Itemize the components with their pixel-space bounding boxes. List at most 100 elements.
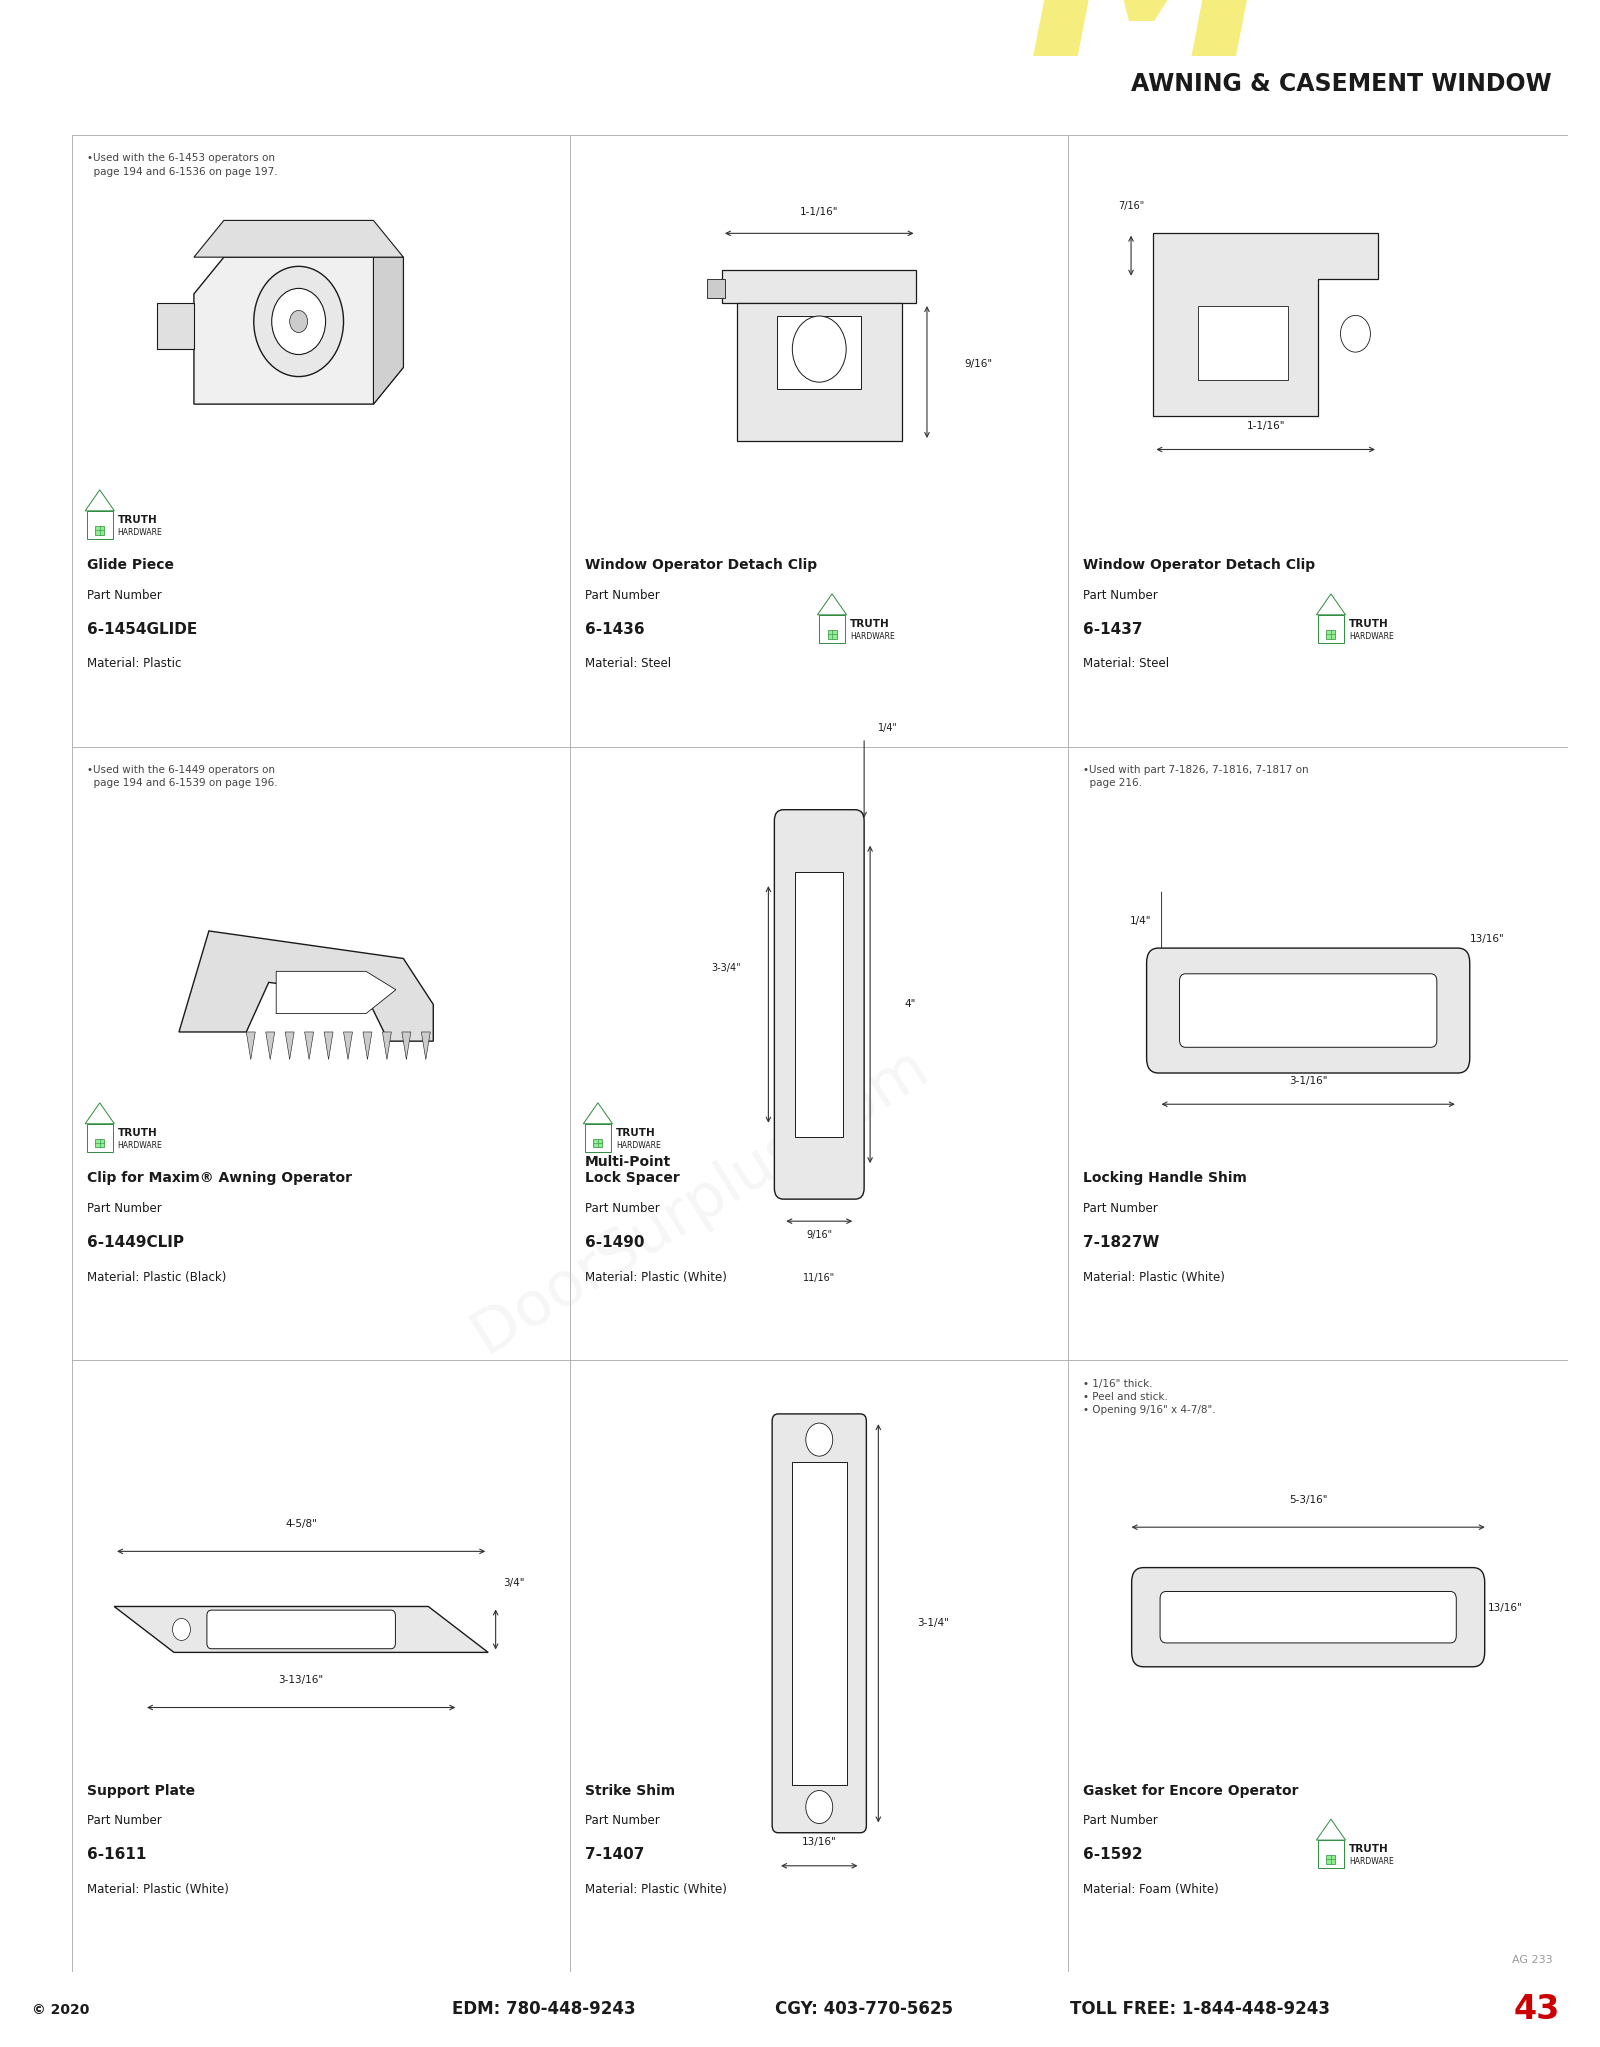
Text: Gasket for Encore Operator: Gasket for Encore Operator	[1083, 1783, 1299, 1797]
Text: •Used with part 7-1826, 7-1816, 7-1817 on
  page 216.: •Used with part 7-1826, 7-1816, 7-1817 o…	[1083, 766, 1309, 788]
Text: 6-1592: 6-1592	[1083, 1846, 1142, 1863]
Text: 3-1/4": 3-1/4"	[917, 1619, 949, 1627]
Text: Part Number: Part Number	[1083, 1202, 1158, 1214]
Bar	[722, 270, 917, 303]
Text: 6-1611: 6-1611	[86, 1846, 146, 1863]
Text: HARDWARE: HARDWARE	[616, 1140, 661, 1150]
Text: 9/16": 9/16"	[806, 1230, 832, 1240]
Text: Material: Plastic (White): Material: Plastic (White)	[1083, 1271, 1226, 1283]
Text: 5-3/16": 5-3/16"	[1290, 1494, 1328, 1505]
Text: 1/4": 1/4"	[1130, 917, 1150, 925]
Polygon shape	[363, 1032, 371, 1060]
FancyBboxPatch shape	[206, 1611, 395, 1648]
Text: Part Number: Part Number	[86, 590, 162, 602]
Polygon shape	[277, 972, 395, 1013]
Text: Window Operator Detach Clip: Window Operator Detach Clip	[1083, 559, 1315, 573]
Bar	[792, 1462, 846, 1785]
Bar	[738, 303, 901, 440]
Text: TRUTH: TRUTH	[1349, 618, 1389, 628]
Text: M: M	[1027, 0, 1277, 108]
Polygon shape	[85, 489, 114, 512]
Text: Part Number: Part Number	[86, 1202, 162, 1214]
Text: AG 233: AG 233	[1512, 1955, 1554, 1965]
Polygon shape	[818, 594, 846, 614]
FancyBboxPatch shape	[1179, 974, 1437, 1048]
Bar	[819, 614, 845, 643]
Text: Window Operator Detach Clip: Window Operator Detach Clip	[586, 559, 818, 573]
Text: Material: Steel: Material: Steel	[586, 657, 672, 669]
Text: Locking Handle Shim: Locking Handle Shim	[1083, 1171, 1246, 1185]
Text: Part Number: Part Number	[586, 1814, 659, 1828]
Text: Material: Plastic (Black): Material: Plastic (Black)	[86, 1271, 226, 1283]
Bar	[594, 1138, 602, 1148]
Text: EDM: 780-448-9243: EDM: 780-448-9243	[453, 2000, 635, 2018]
Text: Clip for Maxim® Awning Operator: Clip for Maxim® Awning Operator	[86, 1171, 352, 1185]
Text: 3/4": 3/4"	[502, 1578, 525, 1588]
Text: 1-1/16": 1-1/16"	[1246, 422, 1285, 432]
Text: HARDWARE: HARDWARE	[118, 528, 163, 536]
Text: CGY: 403-770-5625: CGY: 403-770-5625	[774, 2000, 954, 2018]
Circle shape	[1341, 315, 1371, 352]
Text: TRUTH: TRUTH	[616, 1128, 656, 1138]
Text: 1/4": 1/4"	[877, 723, 898, 733]
Text: 6-1454GLIDE: 6-1454GLIDE	[86, 622, 197, 637]
Text: 7-1827W: 7-1827W	[1083, 1234, 1160, 1251]
Polygon shape	[402, 1032, 411, 1060]
Text: 6-1449CLIP: 6-1449CLIP	[86, 1234, 184, 1251]
FancyBboxPatch shape	[773, 1414, 866, 1832]
Circle shape	[806, 1791, 832, 1824]
Bar	[1318, 1840, 1344, 1869]
Text: Multi-Point
Lock Spacer: Multi-Point Lock Spacer	[586, 1155, 680, 1185]
Text: TOLL FREE: 1-844-448-9243: TOLL FREE: 1-844-448-9243	[1070, 2000, 1330, 2018]
Polygon shape	[1154, 233, 1378, 416]
Bar	[96, 526, 104, 534]
FancyBboxPatch shape	[1147, 948, 1470, 1073]
Text: HARDWARE: HARDWARE	[118, 1140, 163, 1150]
Text: •Used with the 6-1449 operators on
  page 194 and 6-1539 on page 196.: •Used with the 6-1449 operators on page …	[86, 766, 277, 788]
Text: HARDWARE: HARDWARE	[1349, 1857, 1394, 1867]
Text: 7-1407: 7-1407	[586, 1846, 645, 1863]
Circle shape	[290, 311, 307, 332]
Text: •Used with the 6-1453 operators on
  page 194 and 6-1536 on page 197.: •Used with the 6-1453 operators on page …	[86, 154, 277, 176]
Bar	[86, 512, 112, 538]
Polygon shape	[1317, 594, 1346, 614]
Polygon shape	[266, 1032, 275, 1060]
Polygon shape	[179, 931, 434, 1042]
Text: 3-1/16": 3-1/16"	[1290, 1077, 1328, 1085]
Text: Material: Foam (White): Material: Foam (White)	[1083, 1883, 1219, 1896]
Polygon shape	[114, 1607, 488, 1652]
Bar	[586, 1124, 611, 1152]
Circle shape	[806, 1423, 832, 1455]
Text: 4": 4"	[904, 999, 915, 1009]
Text: TRUTH: TRUTH	[118, 514, 157, 524]
Bar	[86, 1124, 112, 1152]
Text: 4-5/8": 4-5/8"	[285, 1519, 317, 1529]
Text: TRUTH: TRUTH	[850, 618, 890, 628]
Text: 43: 43	[1514, 1994, 1560, 2027]
FancyBboxPatch shape	[1160, 1591, 1456, 1644]
Text: • 1/16" thick.
• Peel and stick.
• Opening 9/16" x 4-7/8".: • 1/16" thick. • Peel and stick. • Openi…	[1083, 1378, 1216, 1414]
Polygon shape	[304, 1032, 314, 1060]
Text: AWNING & CASEMENT WINDOW: AWNING & CASEMENT WINDOW	[1131, 72, 1552, 96]
Text: 11/16": 11/16"	[803, 1273, 835, 1283]
Text: Part Number: Part Number	[1083, 1814, 1158, 1828]
Text: Part Number: Part Number	[86, 1814, 162, 1828]
Polygon shape	[85, 1103, 114, 1124]
Polygon shape	[325, 1032, 333, 1060]
Bar	[778, 315, 861, 389]
Text: 7/16": 7/16"	[1118, 201, 1144, 211]
Polygon shape	[344, 1032, 352, 1060]
Text: 6-1436: 6-1436	[586, 622, 645, 637]
Text: Part Number: Part Number	[1083, 590, 1158, 602]
Polygon shape	[157, 303, 194, 348]
Circle shape	[792, 315, 846, 383]
Text: TRUTH: TRUTH	[118, 1128, 157, 1138]
Text: Support Plate: Support Plate	[86, 1783, 195, 1797]
Bar	[707, 278, 725, 297]
Bar	[795, 872, 843, 1136]
Bar	[1198, 307, 1288, 379]
Polygon shape	[194, 221, 403, 258]
Text: Material: Plastic (White): Material: Plastic (White)	[86, 1883, 229, 1896]
FancyBboxPatch shape	[1131, 1568, 1485, 1666]
Circle shape	[173, 1619, 190, 1640]
